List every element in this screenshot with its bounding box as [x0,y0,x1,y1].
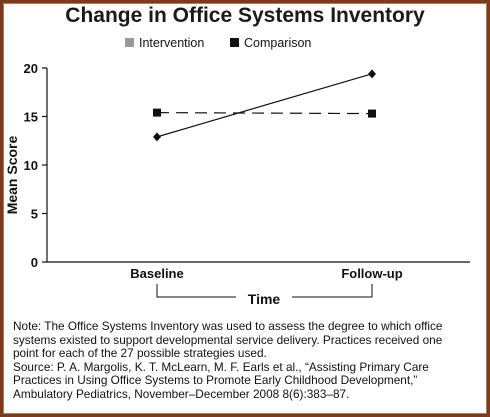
x-tick-label: Baseline [130,266,183,281]
time-bracket-right [292,284,373,298]
series-line-comparison [156,112,373,115]
y-axis-label: Mean Score [4,135,20,214]
series-line-intervention [156,73,373,138]
legend-swatch-intervention [125,38,134,47]
data-point-comparison [153,108,161,117]
y-tick-label: 15 [24,110,38,125]
chart-title: Change in Office Systems Inventory [65,4,425,27]
legend-item-comparison: Comparison [230,36,311,50]
note-line: Note: The Office Systems Inventory was u… [13,319,443,333]
y-tick-label: 10 [24,158,38,173]
legend-label-intervention: Intervention [139,36,205,50]
data-point-comparison [368,109,376,118]
chart-legend: Intervention Comparison [0,36,490,52]
data-point-intervention [368,69,376,79]
y-tick-label: 0 [31,255,38,270]
y-tick-label: 20 [24,61,38,76]
legend-item-intervention: Intervention [125,36,204,50]
source-line: Practices in Using Office Systems to Pro… [13,373,418,387]
y-tick-label: 5 [31,207,38,222]
data-point-intervention [153,132,161,142]
note-line: systems existed to support developmental… [13,332,443,347]
source-line: Ambulatory Pediatrics, November–December… [13,386,350,401]
legend-swatch-comparison [230,38,239,47]
legend-label-comparison: Comparison [244,36,312,50]
time-bracket-left [156,284,236,298]
x-tick-label: Follow-up [341,266,402,281]
note-line: point for each of the 27 possible strate… [13,346,267,360]
note-text: Note: The Office Systems Inventory was u… [13,319,483,401]
line-chart: 0 5 10 15 20 Baseline Follow-up Mean Score Tim… [4,61,470,307]
x-axis-label: Time [248,291,281,307]
source-line: Source: P. A. Margolis, K. T. McLearn, M… [13,359,429,374]
